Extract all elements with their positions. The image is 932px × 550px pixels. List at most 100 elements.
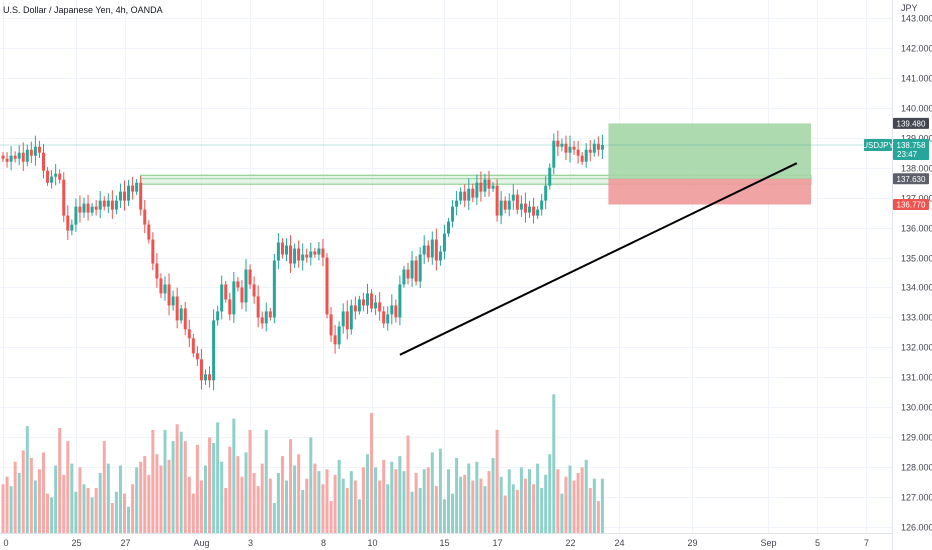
candle <box>272 253 276 324</box>
candle <box>13 151 17 163</box>
candle-body <box>357 299 361 312</box>
candle <box>475 174 479 205</box>
candle-body <box>552 140 556 168</box>
candle-body <box>102 200 106 207</box>
volume-bar <box>491 458 495 533</box>
candle <box>123 180 126 211</box>
candle-body <box>313 251 317 255</box>
candle-body <box>1 155 5 159</box>
candle-body <box>434 239 438 261</box>
volume-bar <box>592 478 596 533</box>
volume-bar <box>382 459 386 533</box>
candle <box>118 183 122 208</box>
candle <box>25 144 29 167</box>
candle-body <box>353 305 357 312</box>
candle-body <box>110 200 114 210</box>
volume-bar <box>418 488 422 533</box>
volume-bar <box>272 503 276 533</box>
candle-body <box>556 140 560 147</box>
candle <box>430 231 434 265</box>
candle <box>584 143 588 168</box>
candle-body <box>398 284 402 318</box>
candle <box>345 300 349 340</box>
candle <box>426 240 430 263</box>
zones <box>140 123 812 205</box>
candle-body <box>94 206 98 210</box>
y-tick-label: 143.000 <box>901 14 932 24</box>
candle <box>309 242 313 266</box>
candle <box>285 238 288 262</box>
y-tick-label: 141.000 <box>901 74 932 84</box>
candle <box>451 200 455 228</box>
candle-body <box>54 173 58 177</box>
y-tick-label: 129.000 <box>901 433 932 443</box>
volume-bar <box>256 486 260 533</box>
volume-bar <box>94 488 98 533</box>
volume-bar <box>293 465 297 533</box>
candle-body <box>175 296 179 321</box>
candle <box>289 235 293 273</box>
candle <box>491 182 495 192</box>
candle <box>321 238 325 267</box>
volume-bar <box>511 484 515 533</box>
candle <box>523 192 527 223</box>
candle <box>507 193 511 217</box>
volume-bar <box>171 441 175 533</box>
volume-bar <box>475 461 479 533</box>
candle <box>204 369 207 385</box>
candle-body <box>297 248 301 261</box>
volume-bar <box>532 484 536 533</box>
candle-body <box>370 293 374 309</box>
candle <box>386 306 390 331</box>
candle-body <box>390 305 394 315</box>
volume-bar <box>394 469 398 533</box>
x-tick-label: 10 <box>367 538 377 548</box>
candle-body <box>463 191 467 201</box>
last-price-badge-bg <box>893 138 929 160</box>
candle-body <box>191 338 195 354</box>
candle-body <box>430 239 434 258</box>
volume-bar <box>54 465 58 533</box>
candle <box>540 194 544 216</box>
volume-bar <box>21 450 25 533</box>
volume-bar <box>390 461 394 533</box>
candle <box>556 130 560 157</box>
volume-bar <box>552 394 556 533</box>
candle-body <box>33 146 37 156</box>
volume-bar <box>58 428 62 533</box>
candle <box>434 228 438 271</box>
candle <box>58 169 62 184</box>
candle-body <box>147 224 151 240</box>
volume-bar <box>167 459 171 533</box>
candle <box>94 200 98 216</box>
candle-body <box>268 311 272 318</box>
candle-body <box>187 329 191 339</box>
volume-bar <box>159 465 163 533</box>
candle <box>406 262 410 285</box>
volume-bar <box>523 478 527 533</box>
x-tick-label: 22 <box>565 538 575 548</box>
candle-body <box>426 245 430 258</box>
volume-bar <box>564 476 568 533</box>
candle <box>418 247 422 289</box>
candle-body <box>564 143 568 153</box>
volume-bar <box>228 446 232 533</box>
candle-body <box>361 299 365 306</box>
volume-bar <box>378 480 382 533</box>
candle-body <box>410 260 414 279</box>
candle <box>459 187 463 205</box>
candle <box>260 311 264 329</box>
volume-bar <box>240 476 244 533</box>
volume-bar <box>536 463 540 533</box>
candle <box>82 197 86 218</box>
candle <box>600 134 604 160</box>
candle-body <box>588 149 592 153</box>
candle <box>212 309 216 391</box>
candle <box>268 307 272 321</box>
candle <box>171 290 175 311</box>
candle-body <box>406 269 410 279</box>
volume-bar <box>179 431 183 533</box>
volume-bar <box>183 441 187 533</box>
volume-bar <box>361 467 365 533</box>
